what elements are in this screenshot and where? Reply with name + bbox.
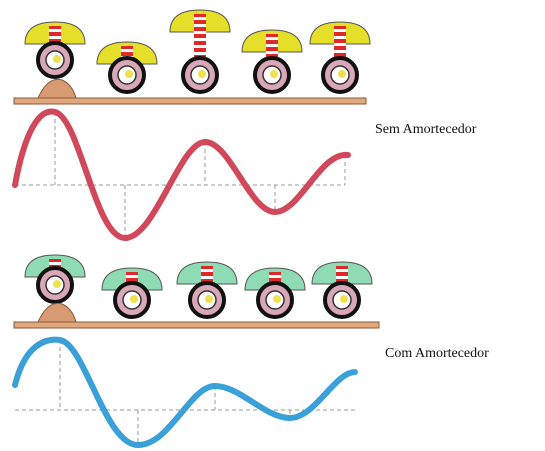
label: Com Amortecedor bbox=[385, 346, 489, 361]
spring-gap bbox=[194, 17, 206, 20]
spring-gap bbox=[334, 43, 346, 46]
road bbox=[14, 322, 379, 328]
bump bbox=[38, 303, 76, 322]
spring-gap bbox=[194, 52, 206, 55]
label: Sem Amortecedor bbox=[375, 122, 477, 137]
spring-gap bbox=[201, 276, 213, 279]
hub bbox=[53, 55, 61, 63]
hub bbox=[273, 295, 281, 303]
spring-gap bbox=[266, 37, 278, 40]
spring-gap bbox=[194, 24, 206, 27]
oscillation-curve bbox=[15, 340, 355, 445]
road bbox=[14, 98, 366, 104]
hub bbox=[338, 70, 346, 78]
spring-gap bbox=[49, 29, 61, 32]
spring-gap bbox=[121, 49, 133, 52]
wheels bbox=[25, 10, 372, 317]
spring-gap bbox=[269, 275, 281, 278]
spring-gap bbox=[266, 51, 278, 54]
hub bbox=[53, 280, 61, 288]
spring-gap bbox=[194, 31, 206, 34]
spring-gap bbox=[126, 275, 138, 278]
hub bbox=[125, 70, 133, 78]
hub bbox=[205, 295, 213, 303]
hub bbox=[198, 70, 206, 78]
suspension-diagram: Sem Amortecedor Com Amortecedor bbox=[0, 0, 545, 451]
hub bbox=[130, 295, 138, 303]
spring-gap bbox=[266, 44, 278, 47]
spring-gap bbox=[194, 45, 206, 48]
spring-gap bbox=[334, 29, 346, 32]
spring-gap bbox=[336, 269, 348, 272]
hub bbox=[270, 70, 278, 78]
spring-gap bbox=[201, 269, 213, 272]
oscillation-curve bbox=[15, 112, 348, 238]
spring-gap bbox=[336, 276, 348, 279]
spring-gap bbox=[49, 262, 61, 265]
bump bbox=[38, 79, 76, 98]
hub bbox=[340, 295, 348, 303]
spring-gap bbox=[334, 50, 346, 53]
spring-gap bbox=[334, 36, 346, 39]
spring-gap bbox=[49, 36, 61, 39]
spring-gap bbox=[194, 38, 206, 41]
